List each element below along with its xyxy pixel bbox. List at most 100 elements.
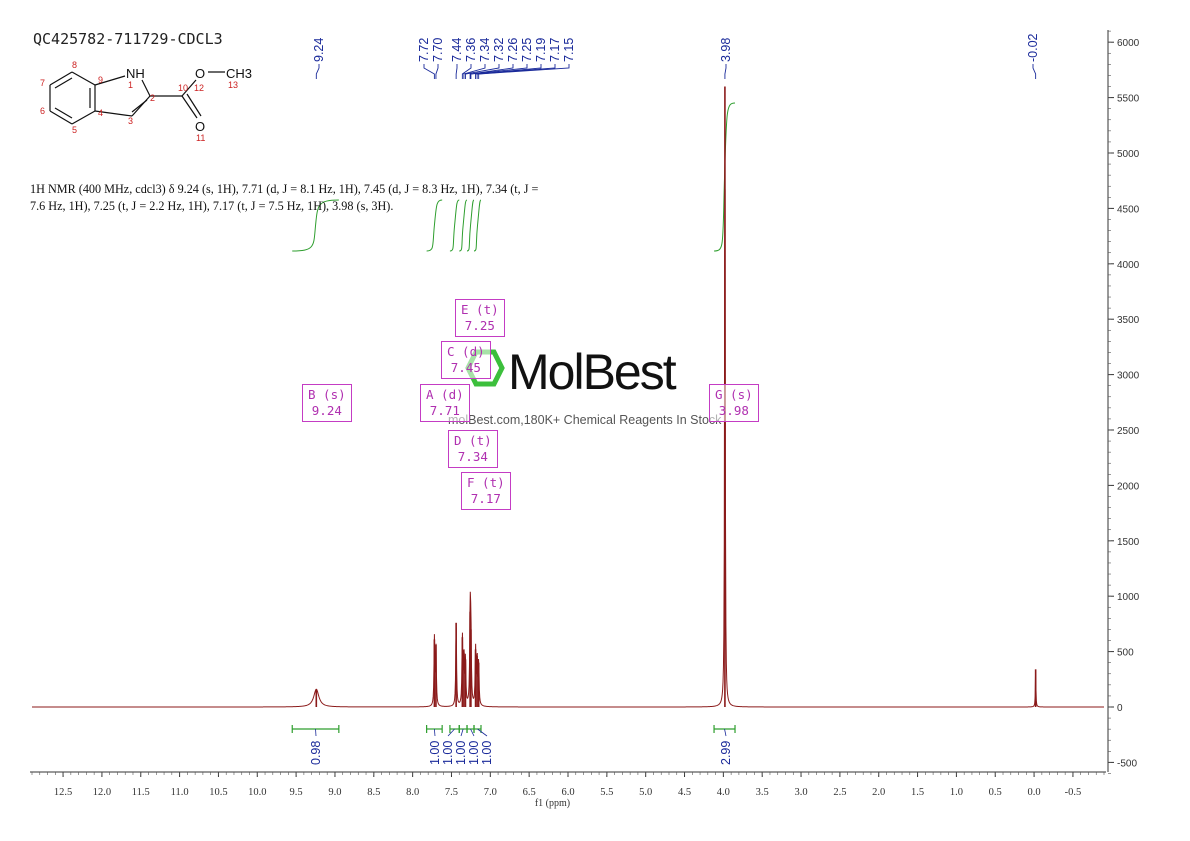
assignment-label: C (d) <box>447 344 485 359</box>
x-tick-label: 1.5 <box>911 787 924 798</box>
integral-markers: 0.98 1.00 1.00 1.00 1.00 1.00 2.99 <box>291 725 736 765</box>
watermark-tagline: molBest.com,180K+ Chemical Reagents In S… <box>448 413 722 427</box>
y-axis: -500 0 500 1000 1500 2000 2500 3000 3500 4000 4500… <box>1107 30 1140 774</box>
integral-value: 1.00 <box>467 741 481 765</box>
peak-label-leader <box>470 64 528 79</box>
y-tick-label: 0 <box>1117 703 1123 714</box>
integral-leader <box>477 728 488 737</box>
y-tick-label: 500 <box>1117 648 1134 659</box>
integral-leader <box>433 728 436 737</box>
y-tick-label: 5000 <box>1117 149 1140 160</box>
atom-number-9: 9 <box>98 75 103 85</box>
atom-number-6: 6 <box>40 106 45 116</box>
atom-number-3: 3 <box>128 116 133 126</box>
atom-number-12: 12 <box>194 83 204 93</box>
x-tick-label: 6.0 <box>561 787 574 798</box>
x-tick-label: 5.5 <box>600 787 613 798</box>
peak-labels: 9.24 7.72 7.70 7.44 7.36 7.34 7.32 7.26 7.25 7.19… <box>312 33 1040 79</box>
spectrum-line <box>32 189 1104 708</box>
assignment-shift: 9.24 <box>311 403 342 418</box>
atom-number-8: 8 <box>72 60 77 70</box>
x-tick-label: 7.0 <box>484 787 497 798</box>
integral-curve <box>292 199 339 252</box>
peak-label-leader <box>315 64 320 79</box>
peak-label-leader <box>423 64 435 79</box>
peak-label: 7.15 <box>562 38 576 62</box>
integral-curves <box>292 102 736 252</box>
x-tick-label: 0.0 <box>1028 787 1041 798</box>
peak-label-leader <box>463 64 486 79</box>
integral-value: 1.00 <box>480 741 494 765</box>
y-tick-label: 6000 <box>1117 38 1140 49</box>
x-tick-label: 2.0 <box>872 787 885 798</box>
assignment-label: G (s) <box>715 387 753 402</box>
atom-o-carbonyl: O <box>195 119 205 134</box>
integral-leader <box>447 728 455 737</box>
y-tick-label: 1000 <box>1117 592 1140 603</box>
assignment-shift: 7.25 <box>464 318 495 333</box>
assignment-label: D (t) <box>454 433 492 448</box>
peak-label: 7.19 <box>534 38 548 62</box>
assignment-label: E (t) <box>461 302 499 317</box>
assignment-box-g: G (s) 3.98 <box>709 384 759 422</box>
x-tick-label: 0.5 <box>989 787 1002 798</box>
x-tick-label: 11.5 <box>132 787 150 798</box>
integral-leader <box>724 728 727 737</box>
peak-label-leader <box>435 64 439 79</box>
atom-o-ester: O <box>195 66 205 81</box>
assignment-box-a: A (d) 7.71 <box>420 384 470 422</box>
integral-curve <box>459 199 468 252</box>
y-tick-label: -500 <box>1117 758 1137 769</box>
atom-number-10: 10 <box>178 83 188 93</box>
x-tick-label: 8.5 <box>367 787 380 798</box>
atom-number-11: 11 <box>196 133 205 143</box>
integral-value: 1.00 <box>428 741 442 765</box>
peak-label: 9.24 <box>312 38 326 62</box>
x-tick-label: 3.5 <box>756 787 769 798</box>
peak-label: 7.25 <box>520 38 534 62</box>
integral-curve <box>466 199 475 252</box>
peak-label: 7.70 <box>431 38 445 62</box>
integral-curve <box>473 199 482 252</box>
x-tick-label: 10.0 <box>248 787 266 798</box>
x-tick-label: 9.5 <box>290 787 303 798</box>
assignment-box-b: B (s) 9.24 <box>302 384 352 422</box>
peak-label-leader <box>455 64 458 79</box>
chemical-structure: NH O CH3 O 1 2 3 4 5 6 7 8 9 10 11 12 13 <box>40 60 252 143</box>
integral-value: 1.00 <box>441 741 455 765</box>
x-tick-label: 8.0 <box>406 787 419 798</box>
peak-label: 7.72 <box>417 38 431 62</box>
peak-label: 7.32 <box>492 38 506 62</box>
peak-label-leader <box>476 64 556 79</box>
assignment-shift: 3.98 <box>718 403 749 418</box>
peak-label-leader <box>475 64 542 79</box>
assignment-box-e: E (t) 7.25 <box>455 299 505 337</box>
atom-ch3: CH3 <box>226 66 252 81</box>
nmr-description-line-2: 7.6 Hz, 1H), 7.25 (t, J = 2.2 Hz, 1H), 7… <box>30 199 394 213</box>
x-tick-label: 12.5 <box>54 787 72 798</box>
integral-value: 1.00 <box>454 741 468 765</box>
assignment-box-d: D (t) 7.34 <box>448 430 498 468</box>
x-tick-label: 3.0 <box>794 787 807 798</box>
integral-value: 2.99 <box>719 741 733 765</box>
x-tick-label: 10.5 <box>209 787 227 798</box>
peak-label: 7.36 <box>464 38 478 62</box>
x-tick-label: 4.5 <box>678 787 691 798</box>
integral-value: 0.98 <box>309 741 323 765</box>
assignment-label: A (d) <box>426 387 464 402</box>
peak-label: 7.26 <box>506 38 520 62</box>
nmr-description-line-1: 1H NMR (400 MHz, cdcl3) δ 9.24 (s, 1H), … <box>30 182 539 196</box>
sample-id: QC425782-711729-CDCL3 <box>33 30 223 48</box>
peak-label: 7.17 <box>548 38 562 62</box>
x-tick-label: 12.0 <box>93 787 111 798</box>
y-tick-label: 3000 <box>1117 371 1140 382</box>
peak-label-leader <box>461 64 472 79</box>
atom-number-4: 4 <box>98 108 103 118</box>
y-tick-label: 3500 <box>1117 315 1140 326</box>
x-tick-label: -0.5 <box>1065 787 1082 798</box>
assignment-label: F (t) <box>467 475 505 490</box>
y-tick-label: 2000 <box>1117 481 1140 492</box>
integral-curve <box>426 199 443 252</box>
x-axis-label: f1 (ppm) <box>535 798 570 809</box>
x-tick-label: 2.5 <box>833 787 846 798</box>
